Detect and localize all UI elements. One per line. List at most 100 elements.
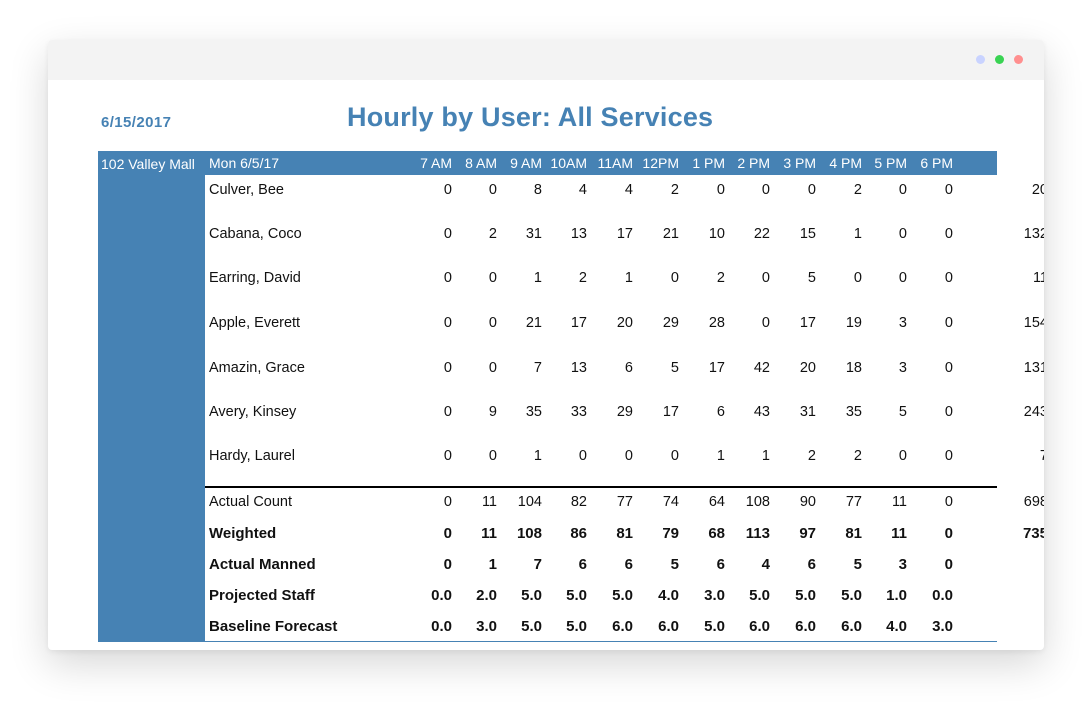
- user-row: Culver, Bee 0 0 8 4 4 2 0 0 0 2 0 0 20: [205, 182, 1044, 204]
- hour-cell: 0: [716, 182, 725, 198]
- hour-cell: 10: [708, 226, 725, 242]
- hour-cell: 74: [662, 494, 679, 510]
- hour-cell: 6.0: [749, 618, 770, 635]
- hour-cell: 0: [488, 270, 497, 286]
- hour-cell: 13: [570, 226, 587, 242]
- hour-cell: 0.0: [431, 587, 452, 604]
- hour-header: 5 PM: [874, 155, 907, 171]
- hour-cell: 1: [716, 448, 725, 464]
- hour-cell: 79: [662, 525, 679, 542]
- total-header: Total: [1018, 155, 1044, 171]
- hour-cell: 5: [898, 404, 907, 420]
- hour-cell: 6: [624, 556, 633, 573]
- hour-cell: 0: [443, 556, 452, 573]
- hour-cell: 0: [944, 525, 953, 542]
- totals-separator: [205, 486, 997, 488]
- hour-cell: 2: [716, 270, 725, 286]
- hour-cell: 6: [807, 556, 816, 573]
- summary-row: Actual Count 0 11 104 82 77 74 64 108 90 77 11 0 698: [205, 494, 1044, 516]
- hour-cell: 5.0: [612, 587, 633, 604]
- day-header: Mon 6/5/17: [209, 155, 280, 171]
- hour-cell: 17: [799, 315, 816, 331]
- hour-cell: 35: [525, 404, 542, 420]
- hour-cell: 4.0: [886, 618, 907, 635]
- hour-cell: 0: [807, 182, 816, 198]
- hour-cell: 90: [799, 494, 816, 510]
- total-cell: 698: [1023, 494, 1044, 510]
- hour-cell: 0: [443, 525, 452, 542]
- hour-cell: 97: [799, 525, 816, 542]
- hour-cell: 81: [616, 525, 633, 542]
- hour-cell: 6: [716, 404, 725, 420]
- hour-cell: 3: [898, 315, 907, 331]
- hour-cell: 0: [443, 270, 452, 286]
- hour-header: 6 PM: [920, 155, 953, 171]
- hour-cell: 0: [761, 270, 770, 286]
- location-label: 102 Valley Mall: [101, 156, 195, 172]
- hour-cell: 0: [443, 360, 452, 376]
- hour-cell: 2: [853, 448, 862, 464]
- hour-header: 1 PM: [692, 155, 725, 171]
- hour-cell: 17: [708, 360, 725, 376]
- hour-header: 4 PM: [829, 155, 862, 171]
- hour-cell: 0: [488, 182, 497, 198]
- hour-cell: 29: [662, 315, 679, 331]
- hour-cell: 5: [807, 270, 816, 286]
- window-dot-green[interactable]: [995, 55, 1004, 64]
- hour-cell: 0: [944, 556, 953, 573]
- hour-cell: 22: [753, 226, 770, 242]
- hour-cell: 3.0: [704, 587, 725, 604]
- hour-cell: 0.0: [932, 587, 953, 604]
- hour-cell: 0: [898, 226, 907, 242]
- hour-cell: 0: [443, 494, 452, 510]
- row-label: Avery, Kinsey: [209, 404, 297, 420]
- hour-cell: 3: [898, 360, 907, 376]
- hour-cell: 0: [670, 270, 679, 286]
- report-title: Hourly by User: All Services: [347, 102, 714, 132]
- hour-cell: 81: [845, 525, 862, 542]
- hour-cell: 35: [845, 404, 862, 420]
- hour-cell: 4: [578, 182, 587, 198]
- hour-cell: 5.0: [841, 587, 862, 604]
- summary-row: Baseline Forecast 0.0 3.0 5.0 5.0 6.0 6.0 5.0 6.…: [205, 618, 997, 640]
- user-row: Earring, David 0 0 1 2 1 0 2 0 5 0 0 0 11: [205, 270, 1044, 292]
- hour-cell: 21: [525, 315, 542, 331]
- summary-row: Actual Manned 0 1 7 6 6 5 6 4 6 5 3 0: [205, 556, 997, 578]
- hour-header: 8 AM: [465, 155, 497, 171]
- hour-cell: 11: [481, 525, 497, 542]
- summary-row: Projected Staff 0.0 2.0 5.0 5.0 5.0 4.0 3.0 5.0 5…: [205, 587, 997, 609]
- hour-cell: 104: [517, 494, 542, 510]
- hour-cell: 3.0: [932, 618, 953, 635]
- summary-row: Weighted 0 11 108 86 81 79 68 113 97 81 11 0 735: [205, 525, 1044, 547]
- hour-cell: 77: [845, 494, 862, 510]
- hour-cell: 0: [944, 448, 953, 464]
- hour-cell: 15: [799, 226, 816, 242]
- hour-header: 2 PM: [737, 155, 770, 171]
- hour-cell: 3: [898, 556, 907, 573]
- hour-cell: 0: [898, 448, 907, 464]
- hour-cell: 7: [533, 360, 542, 376]
- hour-header: 12PM: [642, 155, 679, 171]
- total-cell: 131: [1023, 360, 1044, 376]
- window-dot-blue[interactable]: [976, 55, 985, 64]
- user-row: Avery, Kinsey 0 9 35 33 29 17 6 43 31 35 5 0 243: [205, 404, 1044, 426]
- hour-cell: 7: [533, 556, 542, 573]
- hour-cell: 5: [853, 556, 862, 573]
- hour-cell: 0: [578, 448, 587, 464]
- hour-cell: 6.0: [612, 618, 633, 635]
- total-cell: 154: [1023, 315, 1044, 331]
- total-cell: 735: [1022, 525, 1044, 542]
- hour-cell: 0: [443, 182, 452, 198]
- window-titlebar: [48, 40, 1044, 80]
- report-date: 6/15/2017: [101, 114, 172, 131]
- window-dot-red[interactable]: [1014, 55, 1023, 64]
- hour-cell: 4.0: [658, 587, 679, 604]
- hour-cell: 108: [745, 494, 770, 510]
- hour-cell: 0: [488, 448, 497, 464]
- hour-cell: 108: [516, 525, 542, 542]
- hour-cell: 33: [570, 404, 587, 420]
- total-cell: 132: [1023, 226, 1044, 242]
- hour-cell: 1: [853, 226, 862, 242]
- hour-cell: 6.0: [658, 618, 679, 635]
- hour-cell: 0: [944, 494, 953, 510]
